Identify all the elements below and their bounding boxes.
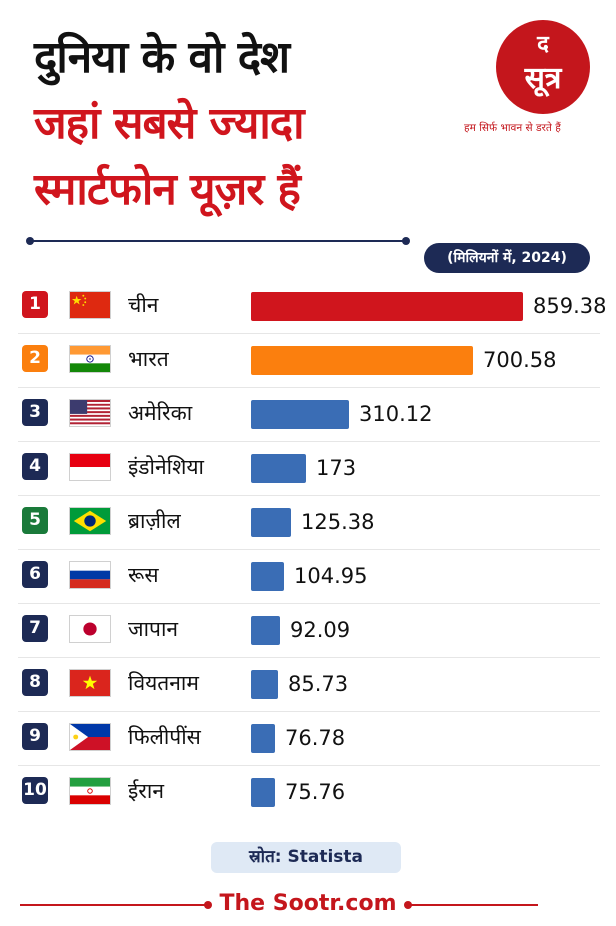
- bar: [251, 508, 291, 537]
- india-flag-icon: [69, 345, 111, 373]
- bar: [251, 616, 280, 645]
- bar-chart: 1 चीन 859.38 2 भारत 700.58 3 अमेरिका 310.12 4 इंडो…: [0, 280, 616, 819]
- rank-badge: 6: [22, 561, 48, 588]
- indonesia-flag-icon: [69, 453, 111, 481]
- bar: [251, 724, 275, 753]
- china-flag-icon: [69, 291, 111, 319]
- rank-badge: 1: [22, 291, 48, 318]
- chart-row: 1 चीन 859.38: [18, 280, 606, 334]
- title-divider: [26, 237, 410, 245]
- data-label: 173: [316, 456, 357, 480]
- chart-row: 3 अमेरिका 310.12: [18, 388, 600, 442]
- source-label: स्रोत: Statista: [211, 842, 401, 873]
- category-label: अमेरिका: [128, 401, 193, 425]
- russia-flag-icon: [69, 561, 111, 589]
- rank-badge: 5: [22, 507, 48, 534]
- japan-flag-icon: [69, 615, 111, 643]
- bar: [251, 292, 523, 321]
- chart-row: 7 जापान 92.09: [18, 604, 600, 658]
- site-name[interactable]: The Sootr.com: [219, 891, 397, 916]
- philippines-flag-icon: [69, 723, 111, 751]
- iran-flag-icon: [69, 777, 111, 805]
- vietnam-flag-icon: [69, 669, 111, 697]
- bar: [251, 778, 275, 807]
- data-label: 85.73: [288, 672, 349, 696]
- footer-rule-right: [408, 904, 538, 906]
- category-label: ईरान: [128, 779, 164, 803]
- logo-top-text: द: [536, 32, 550, 57]
- rank-badge: 3: [22, 399, 48, 426]
- rank-badge: 10: [22, 777, 48, 804]
- usa-flag-icon: [69, 399, 111, 427]
- category-label: चीन: [128, 293, 159, 317]
- bar: [251, 454, 306, 483]
- bar: [251, 400, 349, 429]
- category-label: फिलीपींस: [128, 725, 201, 749]
- bar: [251, 346, 473, 375]
- brand-tagline: हम सिर्फ भावन से डरते हैं: [464, 122, 561, 134]
- title-line-3: स्मार्टफोन यूज़र हैं: [34, 164, 301, 215]
- title-line-1: दुनिया के वो देश: [34, 32, 290, 83]
- rank-badge: 9: [22, 723, 48, 750]
- category-label: वियतनाम: [128, 671, 199, 695]
- data-label: 859.38: [533, 294, 607, 318]
- chart-row: 6 रूस 104.95: [18, 550, 600, 604]
- data-label: 76.78: [285, 726, 346, 750]
- data-label: 75.76: [285, 780, 346, 804]
- rank-badge: 2: [22, 345, 48, 372]
- unit-label: (मिलियनों में, 2024): [424, 243, 590, 273]
- data-label: 92.09: [290, 618, 351, 642]
- category-label: रूस: [128, 563, 159, 587]
- category-label: जापान: [128, 617, 179, 641]
- bar: [251, 562, 284, 591]
- data-label: 310.12: [359, 402, 433, 426]
- title-line-2: जहां सबसे ज्यादा: [34, 98, 305, 149]
- data-label: 104.95: [294, 564, 368, 588]
- chart-row: 4 इंडोनेशिया 173: [18, 442, 600, 496]
- brazil-flag-icon: [69, 507, 111, 535]
- rank-badge: 8: [22, 669, 48, 696]
- data-label: 125.38: [301, 510, 375, 534]
- sootr-logo[interactable]: द सूत्र: [494, 18, 592, 116]
- category-label: ब्राज़ील: [128, 509, 181, 533]
- rank-badge: 4: [22, 453, 48, 480]
- chart-row: 2 भारत 700.58: [18, 334, 600, 388]
- chart-row: 9 फिलीपींस 76.78: [18, 712, 600, 766]
- footer-dot-left: [204, 901, 212, 909]
- category-label: भारत: [128, 347, 169, 371]
- data-label: 700.58: [483, 348, 557, 372]
- chart-row: 5 ब्राज़ील 125.38: [18, 496, 600, 550]
- bar: [251, 670, 278, 699]
- chart-row: 10 ईरान 75.76: [18, 766, 600, 819]
- rank-badge: 7: [22, 615, 48, 642]
- chart-row: 8 वियतनाम 85.73: [18, 658, 600, 712]
- category-label: इंडोनेशिया: [128, 455, 204, 479]
- footer-rule-left: [20, 904, 208, 906]
- logo-main-text: सूत्र: [524, 61, 563, 97]
- sootr-logo-icon: द सूत्र: [496, 20, 590, 114]
